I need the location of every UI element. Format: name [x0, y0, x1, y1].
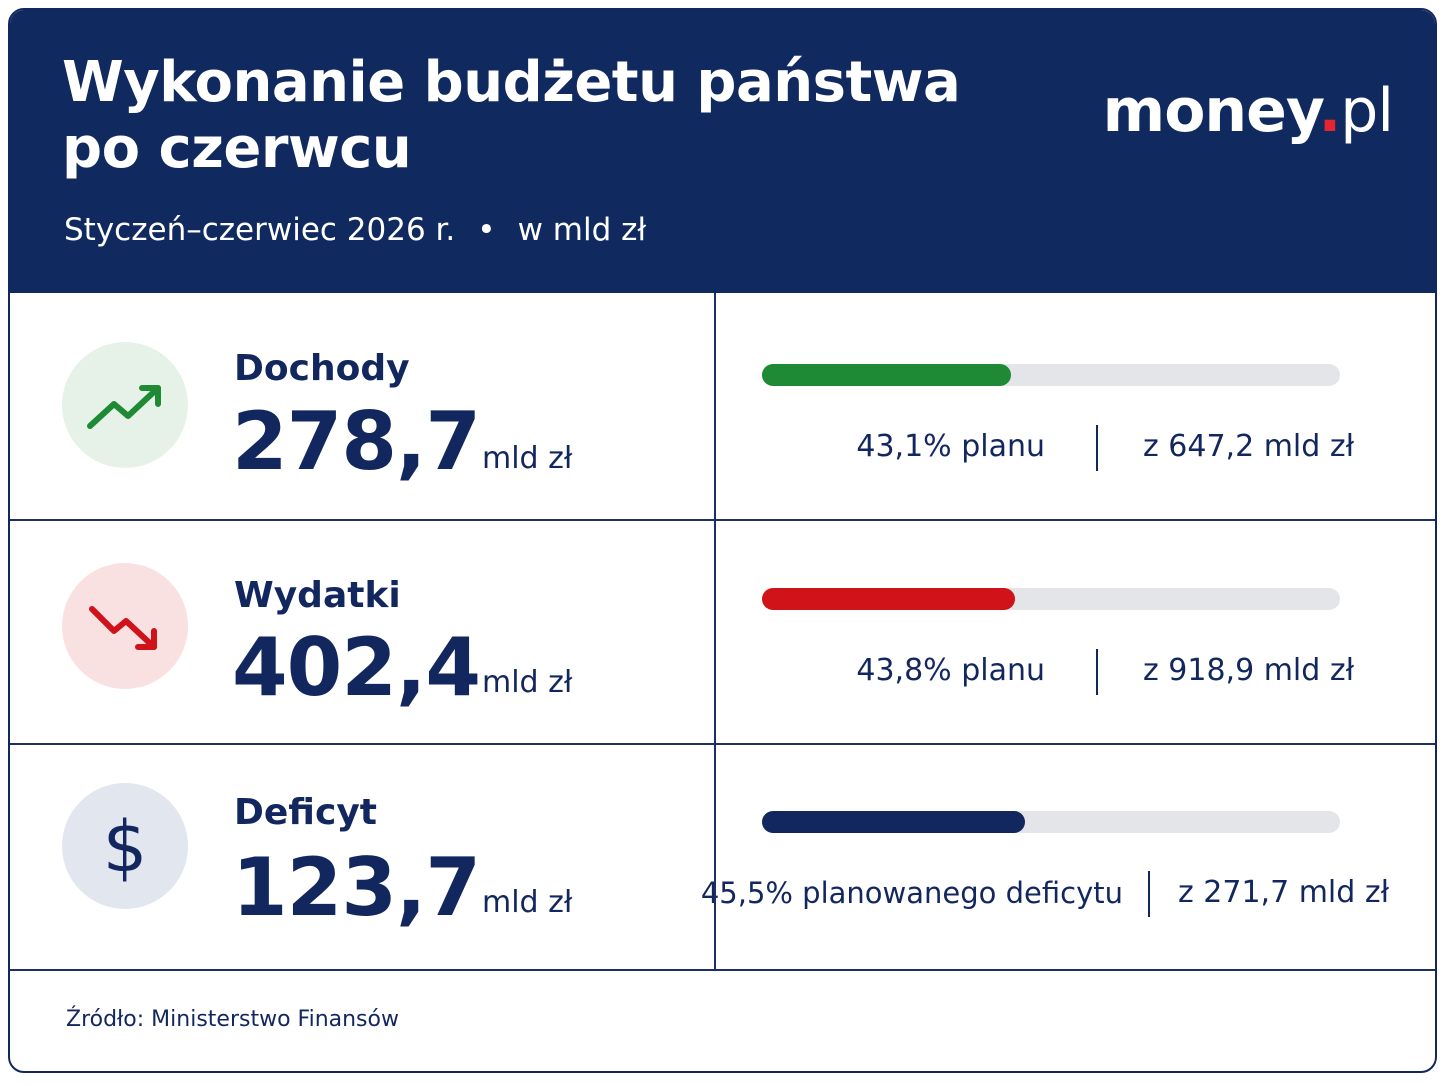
money-pl-logo: money.pl	[1102, 76, 1394, 146]
plan-total-deficyt: z 271,7 mld zł	[1178, 875, 1390, 910]
unit-dochody: mld zł	[482, 441, 573, 476]
page-title: Wykonanie budżetu państwa po czerwcu	[62, 50, 962, 182]
progress-fill-wydatki	[762, 588, 1016, 610]
plan-total-wydatki: z 918,9 mld zł	[1143, 653, 1355, 688]
progress-fill-dochody	[762, 364, 1012, 386]
column-divider	[714, 293, 716, 971]
progress-track-wydatki	[762, 588, 1340, 610]
source-note: Źródło: Ministerstwo Finansów	[66, 1007, 399, 1032]
budget-card: Wykonanie budżetu państwa po czerwcu Sty…	[8, 8, 1437, 1073]
unit-deficyt: mld zł	[482, 885, 573, 920]
svg-text:$: $	[103, 806, 148, 888]
value-dochody: 278,7	[232, 395, 481, 488]
header-banner: Wykonanie budżetu państwa po czerwcu Sty…	[10, 10, 1435, 293]
separator-deficyt	[1148, 871, 1150, 917]
units-text: w mld zł	[517, 212, 647, 248]
trend-down-icon-circle	[62, 563, 188, 689]
row-dochody: Dochody 278,7 mld zł 43,1% planu z 647,2…	[10, 293, 1435, 521]
title-line-1: Wykonanie budżetu państwa	[62, 50, 961, 115]
logo-brand: money	[1102, 76, 1320, 146]
trend-down-icon	[89, 606, 157, 650]
row-deficyt: $ Deficyt 123,7 mld zł 45,5% planowanego…	[10, 745, 1435, 971]
percent-wydatki: 43,8% planu	[856, 653, 1045, 688]
logo-dot: .	[1318, 76, 1341, 146]
label-deficyt: Deficyt	[234, 792, 377, 833]
trend-up-icon-circle	[62, 342, 188, 468]
separator-wydatki	[1096, 649, 1098, 695]
value-deficyt: 123,7	[232, 841, 481, 934]
row-wydatki: Wydatki 402,4 mld zł 43,8% planu z 918,9…	[10, 521, 1435, 745]
title-line-2: po czerwcu	[62, 116, 412, 181]
dollar-icon-circle: $	[62, 783, 188, 909]
trend-up-icon	[87, 385, 161, 429]
subtitle: Styczeń–czerwiec 2026 r. • w mld zł	[64, 210, 646, 250]
progress-track-dochody	[762, 364, 1340, 386]
separator-dot: •	[477, 212, 496, 248]
value-wydatki: 402,4	[232, 621, 481, 714]
label-wydatki: Wydatki	[234, 575, 401, 616]
logo-tld: pl	[1340, 76, 1394, 146]
dollar-icon: $	[103, 806, 148, 888]
label-dochody: Dochody	[234, 348, 410, 389]
period-text: Styczeń–czerwiec 2026 r.	[64, 212, 456, 248]
progress-track-deficyt	[762, 811, 1340, 833]
progress-fill-deficyt	[762, 811, 1025, 833]
plan-total-dochody: z 647,2 mld zł	[1143, 429, 1355, 464]
unit-wydatki: mld zł	[482, 665, 573, 700]
percent-dochody: 43,1% planu	[856, 429, 1045, 464]
percent-deficyt: 45,5% planowanego deficytu	[700, 876, 1123, 910]
separator-dochody	[1096, 425, 1098, 471]
